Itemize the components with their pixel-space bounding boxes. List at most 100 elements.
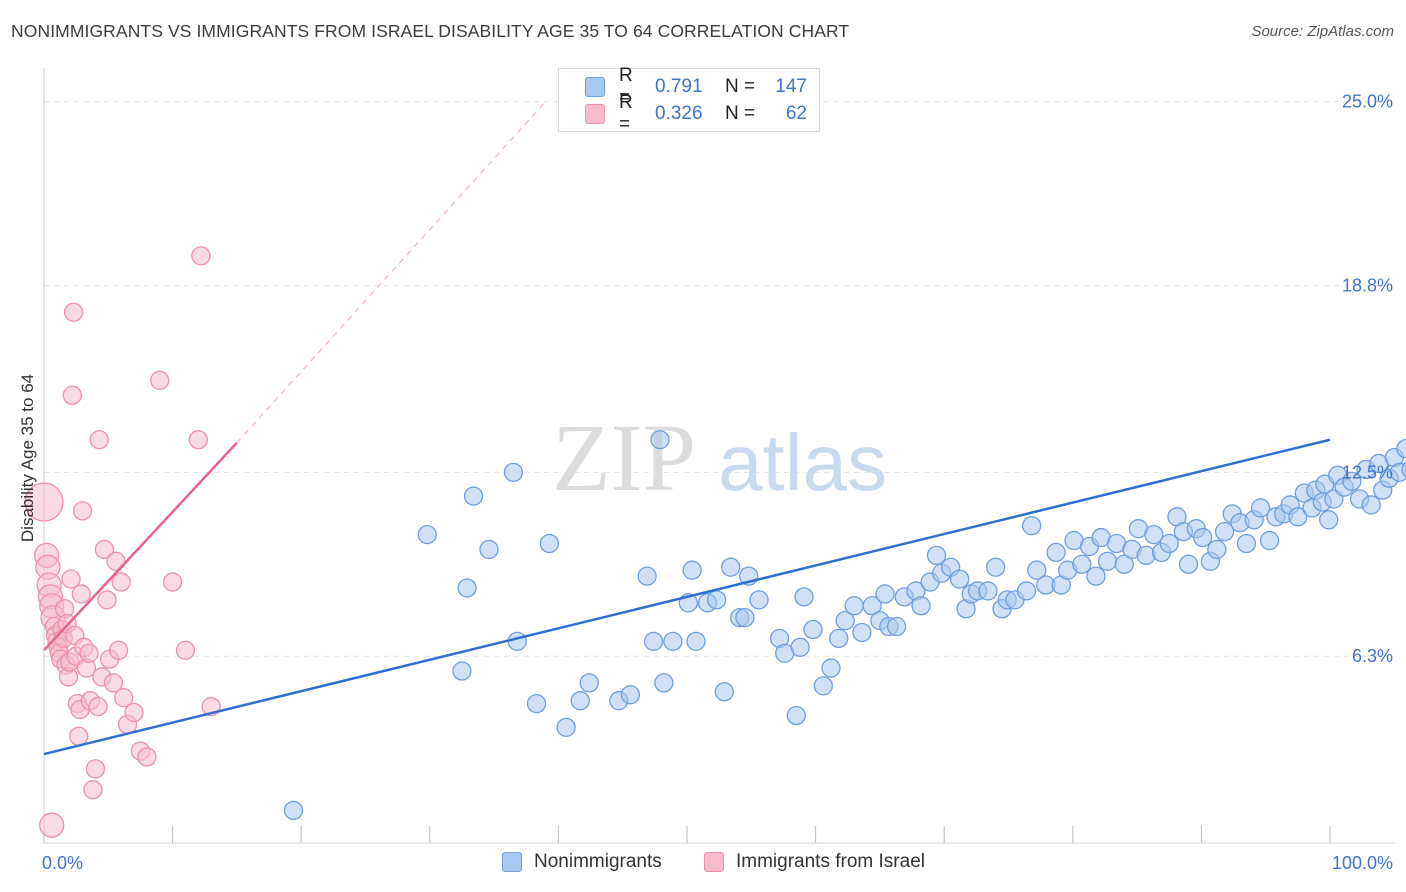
blue-point [786, 705, 806, 726]
blue-point [452, 661, 472, 681]
blue-point [1114, 554, 1134, 574]
n-label: N = [725, 103, 756, 124]
blue-point [1319, 510, 1339, 530]
pink-point [175, 640, 196, 660]
blue-point [794, 587, 814, 607]
trend-lines [43, 101, 1331, 756]
blue-point [1193, 527, 1213, 548]
n-value: 62 [785, 103, 807, 124]
blue-point [714, 682, 734, 702]
blue-point [875, 584, 895, 604]
blue-point [457, 578, 477, 598]
blue-point [706, 590, 727, 610]
blue-point [1144, 524, 1164, 545]
pink-swatch [585, 104, 605, 124]
blue-point [417, 524, 437, 545]
watermark-zip: ZIP [552, 404, 696, 511]
blue-point [663, 631, 683, 652]
axes [43, 68, 1395, 844]
blue-trend-line [43, 438, 1331, 756]
blue-point [637, 566, 657, 586]
blue-point [978, 581, 998, 601]
series-legend: Nonimmigrants Immigrants from Israel [0, 851, 1406, 879]
blue-point [579, 673, 599, 693]
blue-point [650, 430, 670, 450]
pink-point [63, 302, 84, 322]
legend-item-immigrants-israel[interactable]: Immigrants from Israel [704, 851, 925, 873]
blue-point [1207, 539, 1227, 560]
chart-title: NONIMMIGRANTS VS IMMIGRANTS FROM ISRAEL … [11, 21, 850, 41]
blue-point [570, 691, 590, 711]
blue-point [821, 658, 841, 678]
blue-point [682, 560, 702, 580]
blue-point [1342, 471, 1362, 491]
blue-point [1021, 516, 1042, 536]
watermark: ZIP atlas [552, 404, 887, 511]
n-label: N = [725, 76, 756, 97]
blue-point [507, 631, 527, 652]
source-label: Source: ZipAtlas.com [1251, 23, 1394, 40]
r-label: R = [619, 92, 633, 135]
pink-point [79, 643, 99, 663]
blue-point [926, 545, 947, 566]
pink-series [24, 246, 221, 838]
blue-point [1250, 498, 1271, 518]
blue-point [620, 685, 641, 705]
legend-label: Immigrants from Israel [736, 851, 925, 872]
blue-point [790, 637, 810, 657]
pink-point [88, 696, 108, 717]
y-tick-label: 6.3% [1352, 646, 1393, 666]
pink-point [62, 385, 82, 405]
blue-point [985, 557, 1006, 577]
x-tick-label: 100.0% [1332, 853, 1393, 873]
blue-point [643, 631, 664, 652]
n-value: 147 [775, 76, 807, 97]
pink-point [111, 572, 131, 592]
tick-labels: 6.3% 12.5% 18.8% 25.0% 0.0% 100.0% [42, 92, 1393, 873]
pink-point [137, 747, 157, 767]
blue-point [503, 462, 524, 482]
pink-trend-extension [236, 101, 546, 444]
pink-point [71, 584, 91, 604]
blue-point [1288, 507, 1308, 527]
blue-point [735, 607, 755, 628]
pink-point [103, 673, 124, 693]
pink-trend-line [43, 441, 238, 652]
blue-point [721, 557, 741, 577]
pink-point [188, 430, 208, 450]
legend-item-nonimmigrants[interactable]: Nonimmigrants [502, 851, 662, 873]
pink-point [162, 572, 183, 592]
blue-point [1097, 551, 1118, 571]
blue-point [949, 569, 970, 589]
blue-point [749, 590, 769, 610]
blue-point [463, 486, 484, 506]
blue-point [1361, 495, 1381, 515]
y-tick-label: 12.5% [1342, 462, 1393, 482]
pink-point [89, 430, 109, 450]
pink-point [39, 812, 65, 838]
blue-point [835, 610, 855, 631]
blue-point [813, 676, 833, 696]
pink-point [72, 501, 93, 521]
pink-point [97, 590, 117, 610]
r-value: 0.326 [655, 103, 703, 124]
blue-point [911, 596, 931, 616]
pink-point [114, 688, 134, 708]
blue-point [539, 533, 560, 554]
blue-point [852, 622, 872, 643]
pink-point [83, 779, 103, 800]
watermark-atlas: atlas [718, 418, 887, 507]
blue-point [1236, 533, 1257, 554]
blue-point [844, 596, 864, 616]
legend-label: Nonimmigrants [534, 851, 662, 872]
blue-point [479, 539, 499, 560]
pink-point [69, 726, 89, 746]
blue-point [803, 619, 823, 640]
blue-swatch [585, 77, 605, 97]
y-axis-label: Disability Age 35 to 64 [18, 374, 37, 542]
stats-row-pink: R = 0.326 N = 62 [559, 92, 807, 135]
blue-point [1259, 530, 1280, 551]
pink-swatch [704, 852, 724, 872]
blue-point [1027, 560, 1047, 580]
